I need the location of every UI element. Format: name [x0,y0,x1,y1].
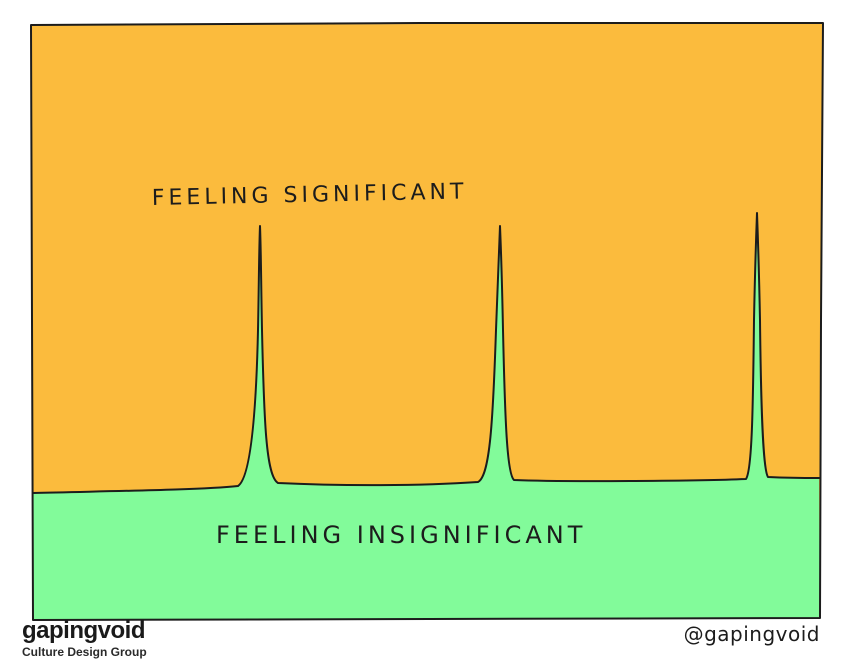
label-feeling-insignificant: FEELING INSIGNIFICANT [216,521,586,549]
insignificant-area [33,213,820,620]
gapingvoid-logo: gapingvoid Culture Design Group [22,617,147,659]
spike-line [32,212,820,494]
brand-name: gapingvoid [22,617,145,644]
significant-area [31,23,823,620]
social-handle: @gapingvoid [683,622,820,646]
frame-border [30,22,824,621]
brand-tagline: Culture Design Group [22,645,147,659]
